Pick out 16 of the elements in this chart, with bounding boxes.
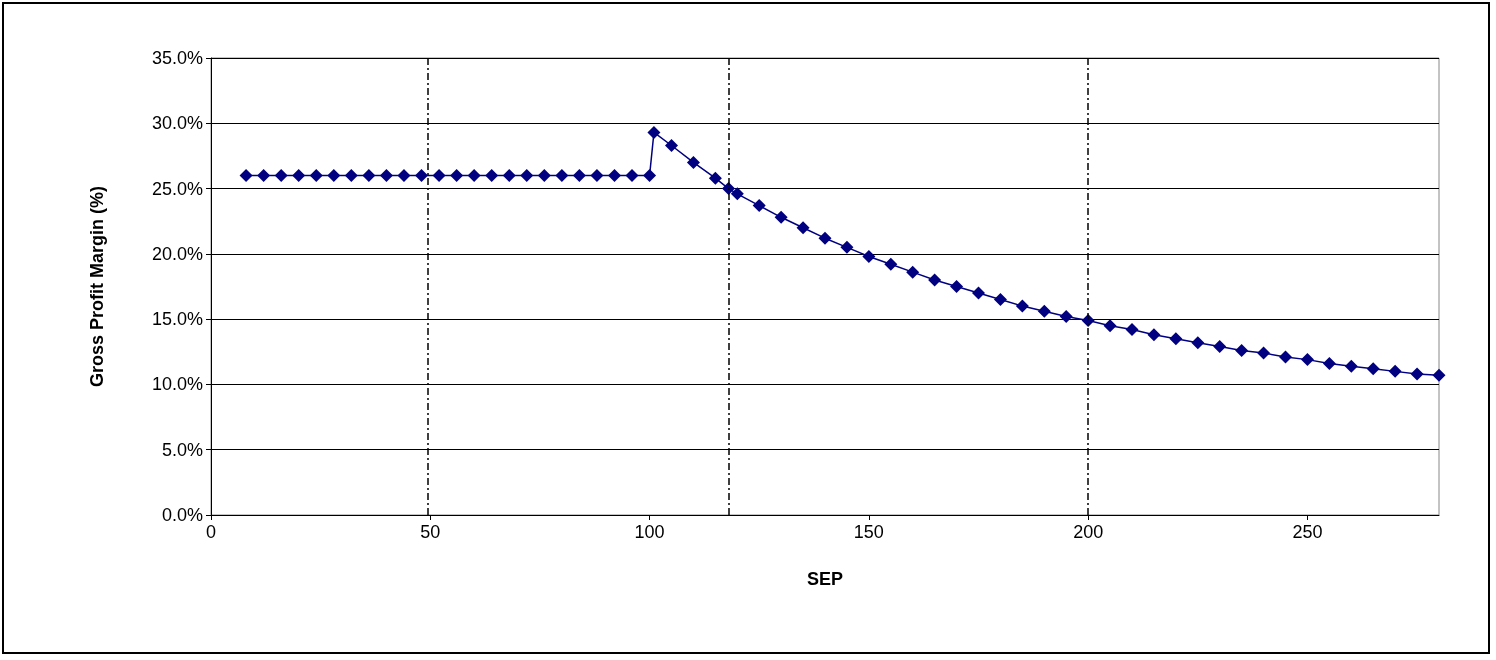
x-tick-label: 250 bbox=[1292, 522, 1323, 542]
y-tick-label: 25.0% bbox=[151, 178, 203, 199]
y-tick-label: 20.0% bbox=[151, 243, 203, 264]
x-tick-label: 100 bbox=[634, 522, 665, 542]
y-tick-label: 0.0% bbox=[161, 505, 203, 525]
x-tick-label: 150 bbox=[853, 522, 884, 542]
y-tick-label: 15.0% bbox=[151, 309, 203, 330]
x-axis-title: SEP bbox=[806, 569, 844, 589]
y-tick-label: 5.0% bbox=[161, 439, 203, 460]
y-tick-label: 10.0% bbox=[151, 374, 203, 395]
x-tick-label: 0 bbox=[205, 522, 217, 542]
y-tick-label: 35.0% bbox=[151, 48, 203, 68]
y-tick-label: 30.0% bbox=[151, 113, 203, 134]
x-tick-label: 50 bbox=[420, 522, 441, 542]
x-tick-label: 200 bbox=[1073, 522, 1104, 542]
y-axis-title: Gross Profit Margin (%) bbox=[87, 185, 107, 388]
